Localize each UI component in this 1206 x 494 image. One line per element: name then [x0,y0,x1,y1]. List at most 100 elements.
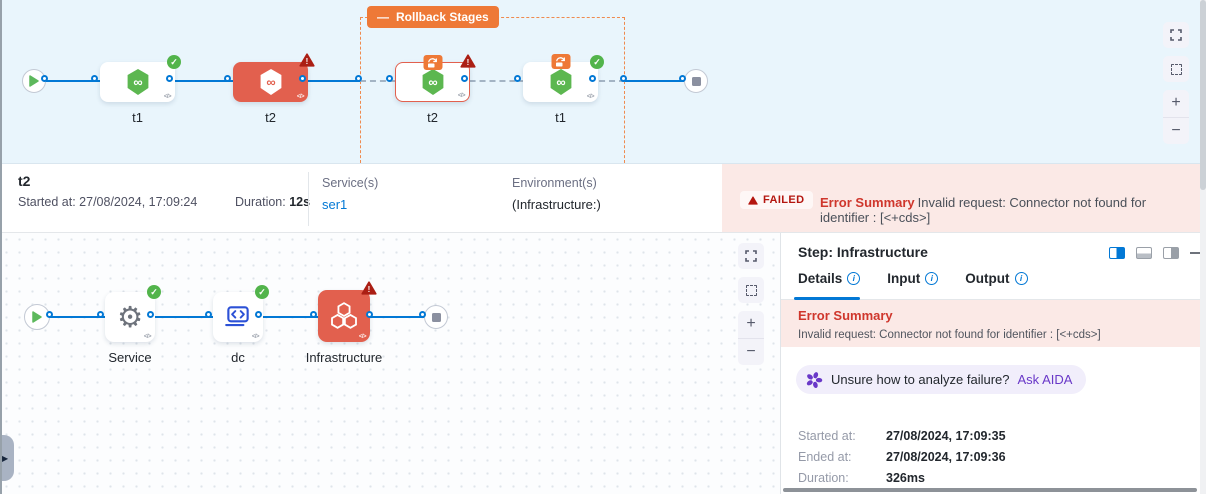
play-icon [32,311,42,323]
laptop-code-icon [225,306,249,327]
code-type-icon: </> [457,93,466,99]
service-link[interactable]: ser1 [322,197,348,212]
connector-dot [166,75,173,82]
pipeline-end-node[interactable] [684,69,708,93]
warning-triangle-icon [748,195,758,205]
rollback-badge-icon [551,54,570,69]
fit-to-screen-button[interactable] [1163,56,1189,82]
zoom-group: + − [738,311,764,365]
connector-dot [299,75,306,82]
aida-question-text: Unsure how to analyze failure? [831,372,1010,387]
scrollbar-thumb[interactable] [1200,0,1206,190]
fit-selection-icon [745,284,757,296]
tab-details[interactable]: Details i [798,271,861,286]
step-panel-tabs: Details i Input i Output i [798,271,1028,286]
step-node-dc[interactable]: </> ✓ [213,285,269,342]
divider [781,299,1200,300]
meta-row-ended: Ended at: 27/08/2024, 17:09:36 [798,449,1006,464]
vertical-scrollbar[interactable] [1200,0,1206,494]
connector-dot [205,311,212,318]
rollback-stage-node-t1[interactable]: ∞ </> ✓ [523,54,604,102]
connector-dot [620,75,627,82]
horizontal-scrollbar[interactable] [783,488,1197,492]
stage-graph-canvas[interactable]: — Rollback Stages ∞ </> ✓ [0,0,1206,163]
cd-stage-icon: ∞ [550,69,571,95]
step-node-service[interactable]: ⚙ </> ✓ [105,285,161,342]
gear-icon: ⚙ [117,299,143,334]
aida-pinwheel-icon [806,371,823,388]
svg-text:!: ! [306,57,309,66]
step-label: dc [231,350,245,365]
code-type-icon: </> [251,334,260,340]
environments-label: Environment(s) [512,176,597,190]
connector-dot [386,75,393,82]
failed-badge-icon: ! [460,54,476,73]
success-badge-icon: ✓ [147,285,161,299]
divider [308,172,309,226]
svg-text:∞: ∞ [556,75,565,90]
step-label: Infrastructure [305,350,383,365]
step-start-node[interactable] [24,304,50,330]
rollback-badge-icon [423,55,442,70]
layout-bottom-split-icon[interactable] [1136,247,1152,259]
zoom-in-button[interactable]: + [1171,94,1181,112]
expand-console-tab[interactable]: ▶ [0,435,14,481]
stage-label: t1 [132,110,143,125]
tab-output[interactable]: Output i [965,271,1028,286]
code-type-icon: </> [296,94,305,100]
fullscreen-icon [1170,29,1182,41]
tab-input[interactable]: Input i [887,271,939,286]
stage-started-at: Started at: 27/08/2024, 17:09:24 [18,195,198,209]
zoom-out-button[interactable]: − [738,337,764,366]
fullscreen-button[interactable] [738,243,764,269]
stage-label: t1 [555,110,566,125]
stage-node-t1[interactable]: ∞ </> ✓ [100,55,181,102]
svg-text:!: ! [467,58,470,67]
info-icon[interactable]: i [847,272,861,285]
fit-to-screen-button[interactable] [738,277,764,303]
svg-text:!: ! [368,285,371,294]
error-summary-message: Invalid request: Connector not found for… [798,329,1101,341]
stage-node-t2-failed[interactable]: ∞ </> ! [233,53,315,102]
connector-dot [461,75,468,82]
fit-selection-icon [1170,63,1182,75]
cd-stage-icon: ∞ [422,69,443,95]
svg-text:∞: ∞ [428,75,437,90]
connector-dot [41,75,48,82]
failed-badge-icon: ! [299,53,315,72]
error-summary-block: Error Summary Invalid request: Connector… [781,300,1200,347]
connector-dot [147,311,154,318]
layout-right-drawer-icon[interactable] [1163,247,1179,259]
minimize-panel-icon[interactable] [1190,252,1200,254]
stage-summary-bar: t2 Started at: 27/08/2024, 17:09:24 Dura… [0,163,1206,233]
info-icon[interactable]: i [925,272,939,285]
zoom-in-button[interactable]: + [746,315,756,333]
failed-badge-icon: ! [361,281,377,300]
step-graph-canvas[interactable]: ⚙ </> ✓ </> ✓ </> ! [0,233,780,494]
cd-stage-icon: ∞ [260,69,281,95]
step-end-node[interactable] [424,305,448,329]
connector-dot [366,311,373,318]
info-icon[interactable]: i [1014,272,1028,285]
rollback-stage-node-t2[interactable]: ∞ </> ! [395,54,476,102]
success-badge-icon: ✓ [255,285,269,299]
success-badge-icon: ✓ [167,55,181,69]
error-summary-title: Error Summary [798,308,893,323]
ask-aida-link[interactable]: Ask AIDA [1017,372,1073,387]
fullscreen-icon [745,250,757,262]
code-type-icon: </> [358,334,367,340]
fullscreen-button[interactable] [1163,22,1189,48]
connector-dot [589,75,596,82]
step-node-infrastructure[interactable]: </> ! [318,281,377,342]
stop-icon [431,312,441,322]
connector-dot [355,75,362,82]
left-border [0,0,2,494]
layout-right-split-icon[interactable] [1109,247,1125,259]
step-meta-details: Started at: 27/08/2024, 17:09:35 Ended a… [798,425,1006,488]
success-badge-icon: ✓ [590,55,604,69]
panel-layout-controls [1109,247,1200,259]
zoom-out-button[interactable]: − [1163,116,1189,145]
edge-line-dashed [360,80,625,82]
rollback-stages-badge[interactable]: — Rollback Stages [367,6,499,28]
svg-text:∞: ∞ [133,75,142,90]
